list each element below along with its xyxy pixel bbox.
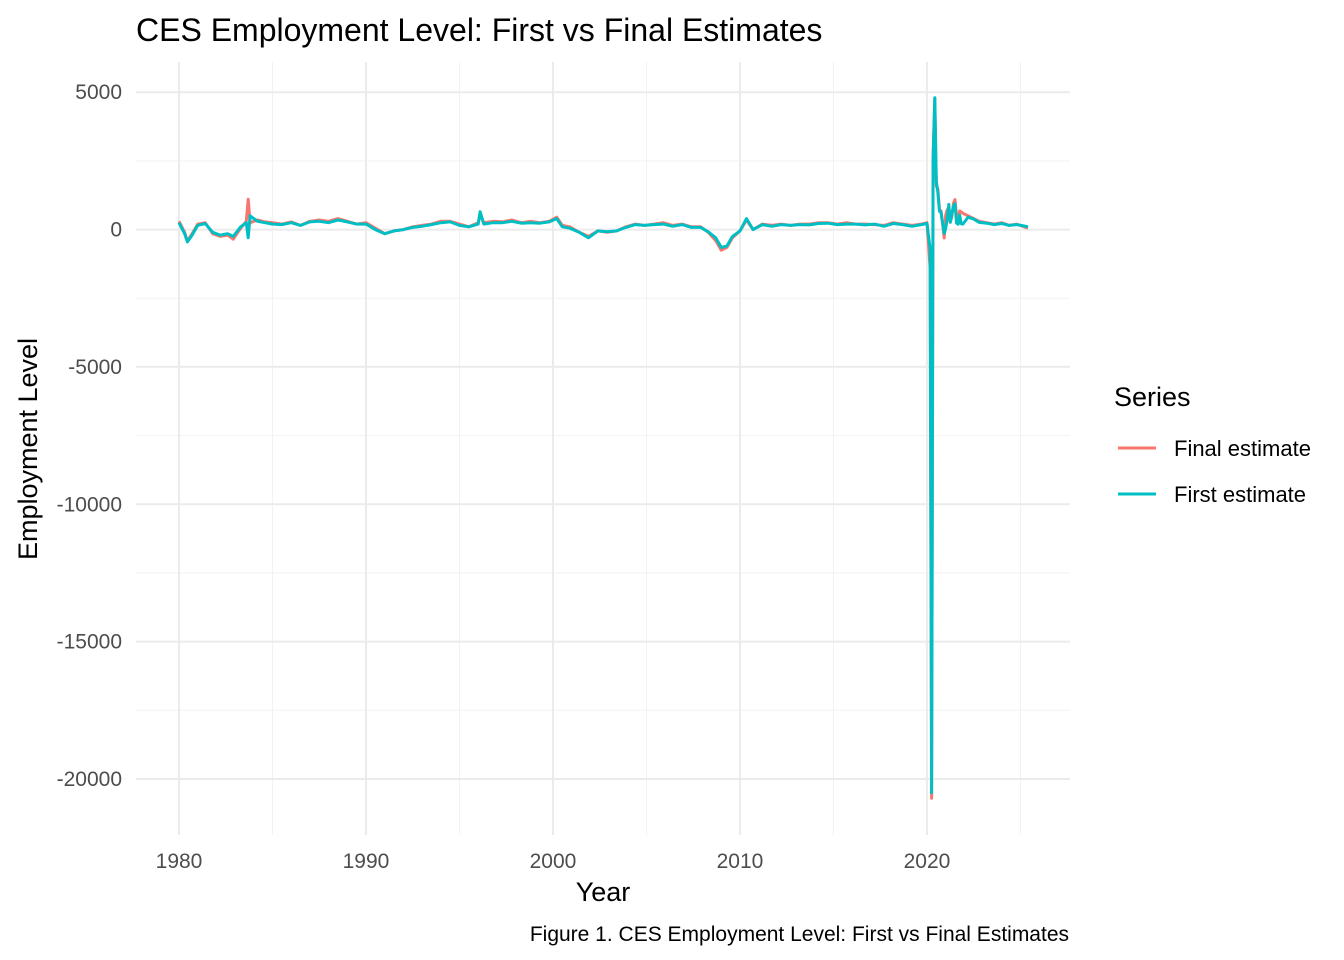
y-axis-ticks: 5000 0 -5000 -10000 -15000 -20000 — [57, 81, 122, 791]
legend-title: Series — [1114, 382, 1191, 412]
figure-caption: Figure 1. CES Employment Level: First vs… — [530, 923, 1069, 946]
x-tick-label: 1990 — [343, 850, 390, 873]
legend-label-first: First estimate — [1174, 482, 1306, 507]
y-tick-label: 0 — [110, 219, 122, 242]
y-tick-label: 5000 — [75, 81, 122, 104]
x-tick-label: 2010 — [717, 850, 764, 873]
y-tick-label: -5000 — [68, 356, 122, 379]
y-tick-label: -20000 — [57, 768, 122, 791]
x-tick-label: 2000 — [530, 850, 577, 873]
legend-label-final: Final estimate — [1174, 436, 1311, 461]
x-tick-label: 2020 — [904, 850, 951, 873]
x-tick-label: 1980 — [156, 850, 203, 873]
y-axis-title: Employment Level — [13, 338, 43, 560]
chart-title: CES Employment Level: First vs Final Est… — [136, 12, 822, 48]
y-tick-label: -10000 — [57, 493, 122, 516]
legend: Series Final estimate First estimate — [1114, 382, 1311, 507]
series-line-first-estimate — [177, 96, 1029, 795]
grid — [136, 62, 1070, 835]
x-axis-title: Year — [576, 877, 631, 907]
x-axis-ticks: 1980 1990 2000 2010 2020 — [156, 850, 951, 873]
y-tick-label: -15000 — [57, 631, 122, 654]
series-line-final-estimate — [177, 96, 1029, 800]
series-lines — [177, 96, 1029, 800]
